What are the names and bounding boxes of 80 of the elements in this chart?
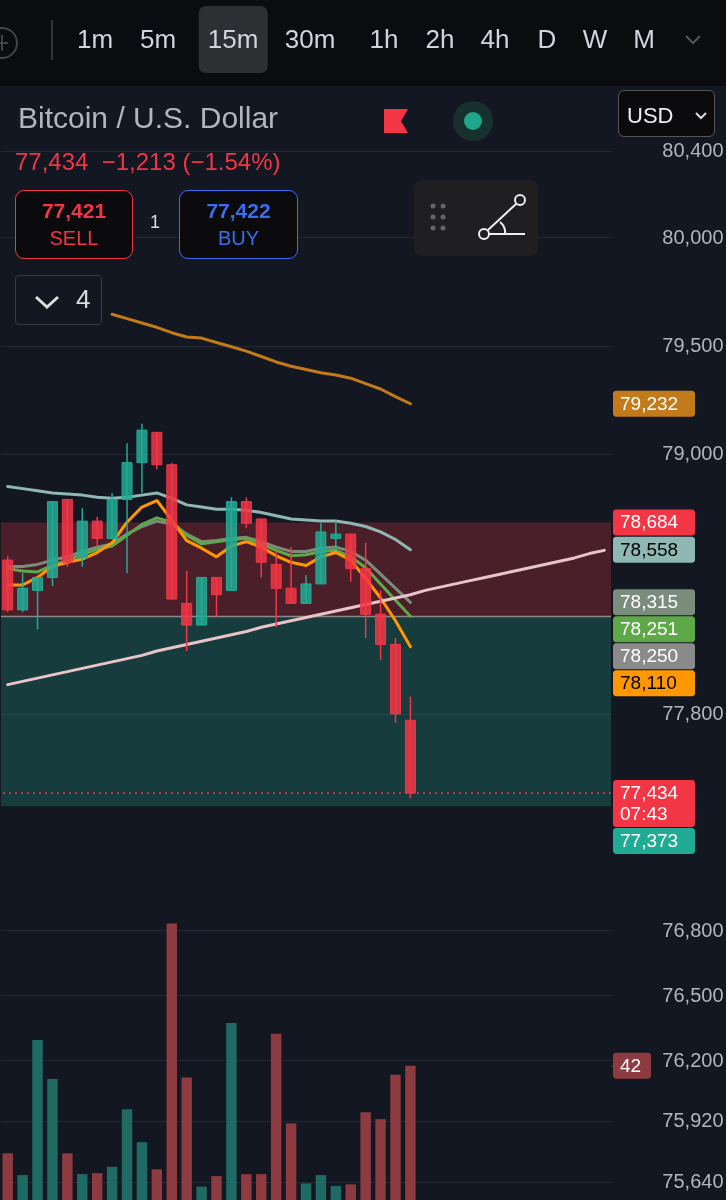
text: M <box>633 24 655 55</box>
bar <box>106 1166 118 1200</box>
bar <box>241 1174 252 1200</box>
bar <box>181 1077 192 1200</box>
bar <box>47 1078 58 1200</box>
text: 78,251 <box>620 618 679 640</box>
text: 78,558 <box>620 538 679 560</box>
bar <box>405 1065 416 1200</box>
text: 78,110 <box>620 672 677 694</box>
y2-tick-label: 42 <box>620 1054 642 1076</box>
y-tick-label: 76,200 <box>662 1048 724 1071</box>
candlestick <box>32 576 44 631</box>
bar <box>62 1153 73 1200</box>
bar <box>17 1175 28 1200</box>
bar <box>211 1176 222 1200</box>
bar <box>270 1033 282 1200</box>
bar <box>330 1185 342 1200</box>
text: 1m <box>76 24 114 55</box>
y-tick-label: 79,000 <box>662 442 724 465</box>
text: W <box>582 24 608 55</box>
text: 07:43 <box>620 803 668 825</box>
candlestick <box>240 496 252 529</box>
candlestick <box>285 546 297 605</box>
y-tick-label: 76,500 <box>662 983 724 1006</box>
text: 4h <box>480 24 510 55</box>
ref-line-label: 78,250 <box>620 645 679 667</box>
y-tick-label: 75,920 <box>662 1109 724 1132</box>
text: 15m <box>198 6 268 73</box>
bar <box>77 1174 88 1200</box>
candlestick <box>300 574 312 605</box>
candlestick <box>91 516 103 548</box>
bar <box>256 1174 267 1200</box>
bar <box>315 1175 327 1200</box>
text: USD <box>627 103 674 129</box>
y-tick-label: 79,500 <box>662 334 724 357</box>
y-tick-label: 76,800 <box>662 918 724 941</box>
candlestick <box>17 572 29 613</box>
text: 1h <box>369 24 399 55</box>
bar <box>166 923 177 1200</box>
bar <box>390 1074 401 1200</box>
annotation: 77,421 <box>40 199 108 223</box>
bar <box>151 1169 163 1200</box>
y-tick-label: 77,800 <box>662 702 724 725</box>
text: D <box>537 24 557 55</box>
annotation: 1 <box>150 212 161 233</box>
bar <box>300 1183 312 1200</box>
y-tick-label: 80,400 <box>662 139 724 162</box>
annotation: SELL <box>48 227 100 250</box>
bar <box>2 1153 13 1200</box>
annotation: BUY <box>216 227 261 250</box>
text: 5m <box>139 24 177 55</box>
text: 30m <box>284 24 336 55</box>
candlestick <box>270 550 282 628</box>
bar <box>345 1184 356 1200</box>
bar <box>136 1142 148 1200</box>
ref-line-label: 77,434 <box>620 782 679 804</box>
bar <box>226 1022 237 1200</box>
line-series <box>6 548 606 687</box>
bar <box>375 1119 386 1200</box>
candlestick <box>181 570 193 652</box>
bar <box>32 1039 43 1200</box>
line-series <box>110 312 412 406</box>
text: 2h <box>425 24 455 55</box>
band-label: 78,684 <box>620 511 679 533</box>
bar <box>360 1112 371 1200</box>
annotation: 4 <box>76 284 91 315</box>
bar <box>196 1186 207 1200</box>
y-tick-label: 80,000 <box>662 225 724 248</box>
text: 77,434 −1,213 (−1.54%) <box>15 148 281 176</box>
bar <box>285 1123 297 1200</box>
bar <box>121 1109 133 1200</box>
chart-title: Bitcoin / U.S. Dollar <box>18 101 279 135</box>
band-label: 77,373 <box>620 830 679 852</box>
candlestick <box>330 520 342 551</box>
text: 79,232 <box>620 392 679 414</box>
bar <box>91 1173 103 1200</box>
candlestick <box>211 576 223 618</box>
annotation: 77,422 <box>205 199 272 223</box>
text: 78,315 <box>620 591 679 613</box>
y-tick-label: 75,640 <box>662 1170 724 1193</box>
